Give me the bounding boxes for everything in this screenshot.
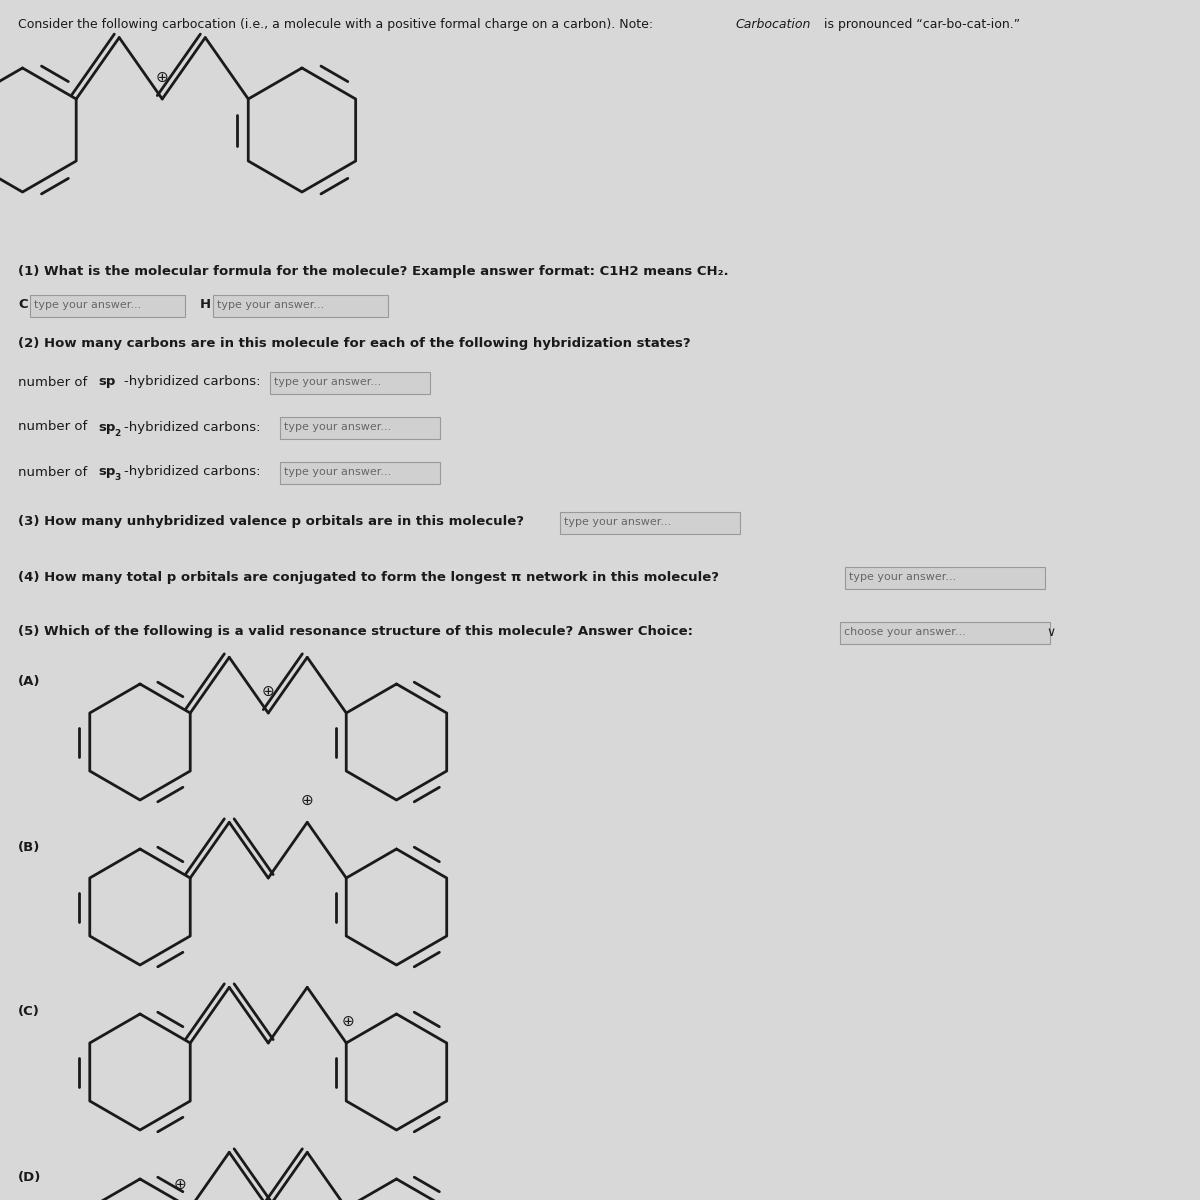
FancyBboxPatch shape	[280, 462, 440, 484]
Text: (A): (A)	[18, 676, 41, 689]
FancyBboxPatch shape	[214, 295, 388, 317]
Text: (D): (D)	[18, 1170, 41, 1183]
Text: type your answer...: type your answer...	[564, 517, 671, 527]
Text: number of: number of	[18, 420, 91, 433]
Text: is pronounced “car-bo-cat-ion.”: is pronounced “car-bo-cat-ion.”	[820, 18, 1020, 31]
Text: 2: 2	[114, 428, 120, 438]
Text: (3) How many unhybridized valence p orbitals are in this molecule?: (3) How many unhybridized valence p orbi…	[18, 516, 524, 528]
Text: (5) Which of the following is a valid resonance structure of this molecule? Answ: (5) Which of the following is a valid re…	[18, 625, 694, 638]
Text: number of: number of	[18, 376, 91, 389]
Text: Consider the following carbocation (i.e., a molecule with a positive formal char: Consider the following carbocation (i.e.…	[18, 18, 658, 31]
Text: number of: number of	[18, 466, 91, 479]
Text: 3: 3	[114, 474, 120, 482]
Text: -hybridized carbons:: -hybridized carbons:	[124, 376, 260, 389]
Text: (1) What is the molecular formula for the molecule? Example answer format: C1H2 : (1) What is the molecular formula for th…	[18, 265, 728, 278]
Text: sp: sp	[98, 466, 115, 479]
Text: ⊕: ⊕	[262, 684, 275, 698]
Text: (2) How many carbons are in this molecule for each of the following hybridizatio: (2) How many carbons are in this molecul…	[18, 337, 691, 350]
Text: H: H	[200, 299, 211, 312]
Text: type your answer...: type your answer...	[850, 572, 956, 582]
Text: (C): (C)	[18, 1006, 40, 1019]
Text: ⊕: ⊕	[156, 70, 169, 85]
Text: ⊕: ⊕	[174, 1177, 187, 1192]
Text: ⊕: ⊕	[342, 1014, 355, 1028]
FancyBboxPatch shape	[30, 295, 185, 317]
Text: -hybridized carbons:: -hybridized carbons:	[124, 420, 260, 433]
Text: ∨: ∨	[1046, 625, 1055, 638]
FancyBboxPatch shape	[280, 416, 440, 439]
Text: type your answer...: type your answer...	[284, 422, 391, 432]
Text: type your answer...: type your answer...	[274, 377, 382, 386]
FancyBboxPatch shape	[560, 512, 740, 534]
FancyBboxPatch shape	[270, 372, 430, 394]
Text: C: C	[18, 299, 28, 312]
Text: sp: sp	[98, 420, 115, 433]
Text: (4) How many total p orbitals are conjugated to form the longest π network in th: (4) How many total p orbitals are conjug…	[18, 570, 719, 583]
Text: ⊕: ⊕	[301, 793, 313, 809]
Text: type your answer...: type your answer...	[34, 300, 142, 310]
Text: (B): (B)	[18, 840, 41, 853]
Text: type your answer...: type your answer...	[217, 300, 324, 310]
Text: type your answer...: type your answer...	[284, 467, 391, 476]
FancyBboxPatch shape	[840, 622, 1050, 644]
Text: sp: sp	[98, 376, 115, 389]
Text: Carbocation: Carbocation	[734, 18, 810, 31]
Text: choose your answer...: choose your answer...	[844, 626, 966, 637]
FancyBboxPatch shape	[845, 566, 1045, 589]
Text: -hybridized carbons:: -hybridized carbons:	[124, 466, 260, 479]
